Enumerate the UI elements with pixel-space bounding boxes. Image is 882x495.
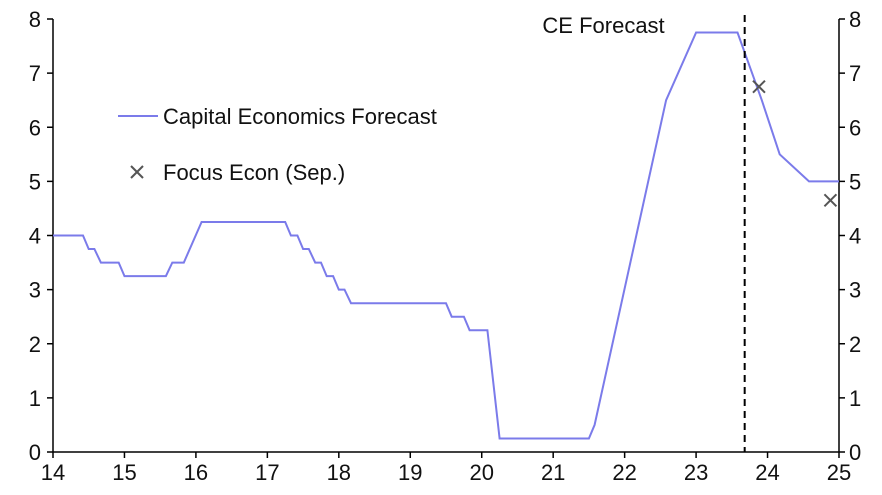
y-tick-label-right: 2 — [849, 332, 861, 357]
x-tick-label: 18 — [327, 460, 351, 485]
y-tick-label-right: 3 — [849, 278, 861, 303]
x-tick-label: 25 — [827, 460, 851, 485]
y-tick-label-right: 7 — [849, 61, 861, 86]
y-tick-label-right: 8 — [849, 7, 861, 32]
y-tick-label-left: 3 — [29, 278, 41, 303]
series-line-capital-economics — [53, 31, 839, 440]
x-tick-label: 15 — [112, 460, 136, 485]
x-marker-stroke — [752, 79, 766, 94]
y-tick-label-left: 4 — [29, 224, 41, 249]
chart-annotations: CE Forecast — [542, 13, 746, 452]
x-marker-stroke — [823, 193, 838, 208]
y-tick-label-right: 0 — [849, 440, 861, 465]
x-tick-label: 19 — [398, 460, 422, 485]
y-tick-label-left: 6 — [29, 115, 41, 140]
data-point-focus-econ — [752, 79, 766, 94]
x-tick-label: 21 — [541, 460, 565, 485]
y-tick-label-left: 1 — [29, 386, 41, 411]
x-tick-label: 23 — [684, 460, 708, 485]
x-tick-label: 17 — [255, 460, 279, 485]
y-tick-label-left: 0 — [29, 440, 41, 465]
legend-label-focus-econ: Focus Econ (Sep.) — [163, 160, 345, 185]
legend-x-marker — [130, 165, 144, 179]
chart-series — [53, 31, 839, 440]
data-point-focus-econ — [823, 193, 838, 208]
chart-legend: Capital Economics Forecast Focus Econ (Se… — [118, 104, 437, 185]
x-tick-label: 14 — [41, 460, 65, 485]
x-tick-label: 22 — [612, 460, 636, 485]
x-tick-label: 20 — [469, 460, 493, 485]
y-tick-label-right: 5 — [849, 169, 861, 194]
y-tick-label-left: 5 — [29, 169, 41, 194]
y-tick-label-right: 6 — [849, 115, 861, 140]
y-tick-label-left: 2 — [29, 332, 41, 357]
y-tick-label-left: 7 — [29, 61, 41, 86]
chart-axes: 0 01 12 23 34 45 56 67 78 814 15 16 17 18 19 20 21 22 23 24… — [29, 7, 862, 485]
y-tick-label-left: 8 — [29, 7, 41, 32]
legend-label-capital-economics: Capital Economics Forecast — [163, 104, 437, 129]
y-tick-label-right: 4 — [849, 224, 861, 249]
x-tick-label: 16 — [184, 460, 208, 485]
y-tick-label-right: 1 — [849, 386, 861, 411]
x-tick-label: 24 — [755, 460, 779, 485]
forecast-label: CE Forecast — [542, 13, 664, 38]
